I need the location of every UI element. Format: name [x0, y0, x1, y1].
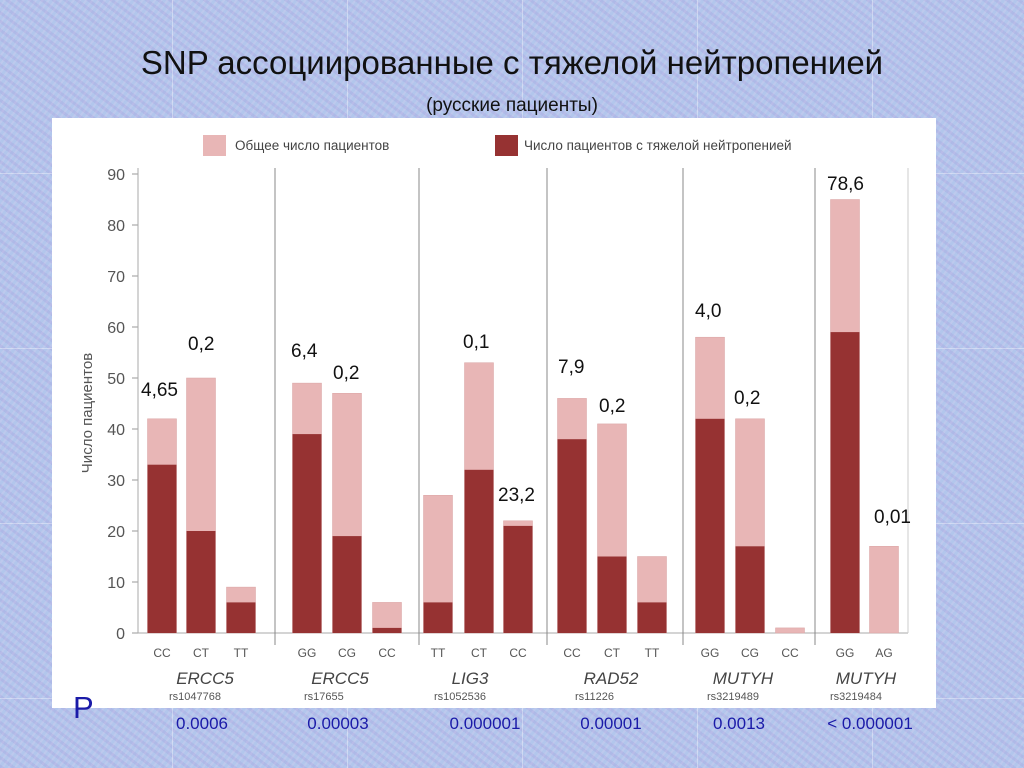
p-value: 0.0013 — [713, 714, 765, 733]
bar-total — [869, 546, 899, 634]
gene-label: ERCC5 — [311, 669, 369, 688]
data-label: 0,2 — [599, 396, 625, 417]
p-label: P — [73, 690, 94, 725]
data-label: 0,2 — [333, 363, 359, 384]
x-tick-label: CT — [604, 646, 621, 660]
data-label: 6,4 — [291, 341, 318, 362]
bar-severe — [332, 536, 362, 633]
x-tick-label: CC — [153, 646, 171, 660]
snp-label: rs11226 — [575, 691, 614, 703]
data-label: 0,1 — [463, 332, 489, 353]
p-value: 0.000001 — [449, 714, 521, 733]
x-tick-label: TT — [431, 646, 446, 660]
data-label: 0,01 — [874, 507, 911, 528]
bar-severe — [557, 439, 587, 633]
x-tick-label: TT — [234, 646, 249, 660]
x-tick-label: CC — [378, 646, 396, 660]
bar-severe — [147, 464, 177, 633]
x-tick-label: CC — [563, 646, 581, 660]
bar-severe — [292, 434, 322, 633]
x-tick-label: GG — [701, 646, 720, 660]
x-tick-label: GG — [298, 646, 317, 660]
bar-severe — [695, 418, 725, 633]
x-tick-label: CG — [338, 646, 356, 660]
data-label: 4,65 — [141, 380, 178, 401]
snp-label: rs1052536 — [434, 691, 486, 703]
y-tick-label: 80 — [107, 218, 125, 235]
bar-severe — [186, 531, 216, 633]
bar-total — [775, 627, 805, 634]
data-label: 23,2 — [498, 485, 535, 506]
p-value: 0.00001 — [580, 714, 642, 733]
y-tick-label: 90 — [107, 167, 125, 184]
x-tick-label: CC — [781, 646, 799, 660]
data-label: 4,0 — [695, 301, 721, 322]
gene-label: MUTYH — [713, 669, 774, 688]
data-label: 0,2 — [188, 334, 214, 355]
p-value: 0.00003 — [307, 714, 369, 733]
x-tick-label: CT — [471, 646, 488, 660]
gene-label: LIG3 — [452, 669, 489, 688]
p-value: 0.0006 — [176, 714, 228, 733]
bar-severe — [464, 469, 494, 633]
bar-severe — [372, 627, 402, 633]
legend-swatch-severe — [495, 135, 518, 156]
y-tick-label: 50 — [107, 371, 125, 388]
bar-severe — [226, 602, 256, 633]
y-tick-label: 70 — [107, 269, 125, 286]
gene-label: MUTYH — [836, 669, 897, 688]
y-tick-label: 0 — [116, 626, 125, 643]
x-tick-label: GG — [836, 646, 855, 660]
data-label: 7,9 — [558, 357, 584, 378]
snp-label: rs1047768 — [169, 691, 221, 703]
x-tick-label: CC — [509, 646, 527, 660]
bar-severe — [503, 525, 533, 633]
y-tick-label: 30 — [107, 473, 125, 490]
y-tick-label: 60 — [107, 320, 125, 337]
legend-label-severe: Число пациентов с тяжелой нейтропенией — [524, 138, 792, 153]
bar-severe — [830, 332, 860, 633]
x-tick-label: CG — [741, 646, 759, 660]
bar-severe — [637, 602, 667, 633]
y-tick-label: 40 — [107, 422, 125, 439]
bar-severe — [597, 556, 627, 633]
x-tick-label: CT — [193, 646, 210, 660]
slide-title: SNP ассоциированные с тяжелой нейтропени… — [140, 44, 884, 81]
y-tick-label: 20 — [107, 524, 125, 541]
gene-label: ERCC5 — [176, 669, 234, 688]
y-tick-label: 10 — [107, 575, 125, 592]
legend-label-total: Общее число пациентов — [235, 138, 389, 153]
snp-label: rs3219489 — [707, 691, 759, 703]
slide-subtitle: (русские пациенты) — [426, 95, 598, 116]
bar-severe — [735, 546, 765, 633]
data-label: 0,2 — [734, 388, 760, 409]
y-axis-label: Число пациентов — [79, 353, 96, 473]
snp-label: rs17655 — [304, 691, 344, 703]
gene-label: RAD52 — [584, 669, 639, 688]
bar-severe — [423, 602, 453, 633]
x-tick-label: TT — [645, 646, 660, 660]
data-label: 78,6 — [827, 174, 864, 195]
x-tick-label: AG — [875, 646, 892, 660]
snp-label: rs3219484 — [830, 691, 882, 703]
legend-swatch-total — [203, 135, 226, 156]
p-value: < 0.000001 — [827, 714, 913, 733]
